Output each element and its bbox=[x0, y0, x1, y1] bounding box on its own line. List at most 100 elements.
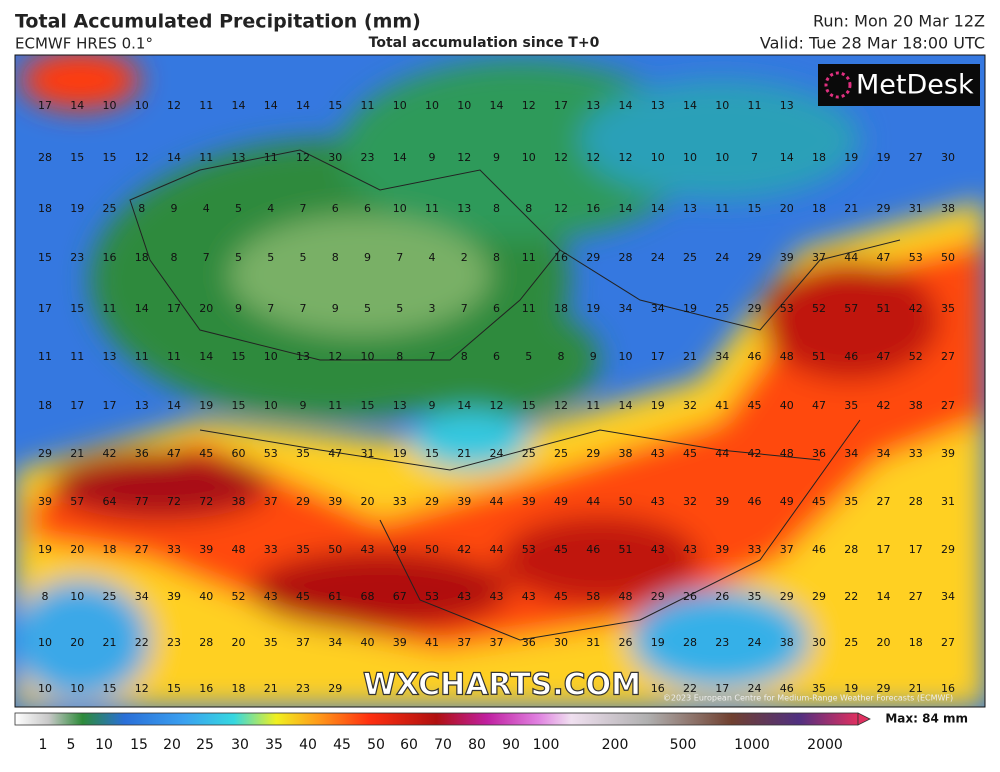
grid-value: 39 bbox=[328, 495, 342, 508]
grid-value: 45 bbox=[199, 447, 213, 460]
grid-value: 11 bbox=[425, 202, 439, 215]
grid-value: 49 bbox=[393, 543, 407, 556]
grid-value: 10 bbox=[393, 202, 407, 215]
grid-value: 45 bbox=[812, 495, 826, 508]
grid-value: 5 bbox=[235, 251, 242, 264]
grid-value: 15 bbox=[70, 151, 84, 164]
grid-value: 39 bbox=[715, 495, 729, 508]
grid-value: 30 bbox=[812, 636, 826, 649]
grid-value: 12 bbox=[167, 99, 181, 112]
grid-value: 19 bbox=[586, 302, 600, 315]
grid-value: 29 bbox=[38, 447, 52, 460]
grid-value: 29 bbox=[586, 447, 600, 460]
grid-value: 8 bbox=[493, 202, 500, 215]
grid-value: 6 bbox=[332, 202, 339, 215]
grid-value: 20 bbox=[199, 302, 213, 315]
grid-value: 46 bbox=[586, 543, 600, 556]
grid-value: 12 bbox=[457, 151, 471, 164]
grid-value: 19 bbox=[683, 302, 697, 315]
grid-value: 8 bbox=[461, 350, 468, 363]
grid-value: 15 bbox=[425, 447, 439, 460]
grid-value: 17 bbox=[877, 543, 891, 556]
grid-value: 10 bbox=[70, 682, 84, 695]
grid-value: 20 bbox=[70, 543, 84, 556]
grid-value: 23 bbox=[70, 251, 84, 264]
grid-value: 46 bbox=[748, 495, 762, 508]
grid-value: 14 bbox=[264, 99, 278, 112]
grid-value: 12 bbox=[619, 151, 633, 164]
grid-value: 13 bbox=[296, 350, 310, 363]
grid-value: 37 bbox=[264, 495, 278, 508]
grid-value: 14 bbox=[877, 590, 891, 603]
grid-value: 15 bbox=[232, 399, 246, 412]
grid-value: 17 bbox=[70, 399, 84, 412]
grid-value: 17 bbox=[715, 682, 729, 695]
grid-value: 41 bbox=[715, 399, 729, 412]
grid-value: 11 bbox=[586, 399, 600, 412]
valid: Valid: Tue 28 Mar 18:00 UTC bbox=[760, 34, 985, 53]
grid-value: 8 bbox=[332, 251, 339, 264]
grid-value: 11 bbox=[70, 350, 84, 363]
grid-value: 30 bbox=[554, 636, 568, 649]
colorbar-tick-label: 35 bbox=[265, 737, 283, 753]
grid-value: 16 bbox=[199, 682, 213, 695]
grid-value: 19 bbox=[393, 447, 407, 460]
grid-value: 7 bbox=[203, 251, 210, 264]
colorbar-tick-label: 500 bbox=[670, 737, 697, 753]
grid-value: 11 bbox=[328, 399, 342, 412]
grid-value: 29 bbox=[425, 495, 439, 508]
grid-value: 48 bbox=[232, 543, 246, 556]
grid-value: 10 bbox=[425, 99, 439, 112]
subtitle: Total accumulation since T+0 bbox=[369, 35, 600, 51]
grid-value: 27 bbox=[941, 399, 955, 412]
grid-value: 52 bbox=[909, 350, 923, 363]
colorbar-tick-label: 25 bbox=[196, 737, 214, 753]
grid-value: 45 bbox=[748, 399, 762, 412]
value-grid: 17 14 10 10 12 11 14 14 14 15 11 10 10 10 14 12 17 13 14 13… bbox=[38, 99, 955, 695]
grid-value: 21 bbox=[683, 350, 697, 363]
title: Total Accumulated Precipitation (mm) bbox=[15, 11, 421, 33]
grid-value: 11 bbox=[199, 99, 213, 112]
grid-value: 22 bbox=[683, 682, 697, 695]
grid-value: 38 bbox=[941, 202, 955, 215]
grid-value: 7 bbox=[300, 202, 307, 215]
grid-value: 34 bbox=[135, 590, 149, 603]
grid-value: 5 bbox=[235, 202, 242, 215]
grid-value: 6 bbox=[493, 302, 500, 315]
grid-value: 35 bbox=[844, 399, 858, 412]
grid-value: 24 bbox=[651, 251, 665, 264]
grid-value: 39 bbox=[522, 495, 536, 508]
grid-value: 35 bbox=[296, 543, 310, 556]
grid-value: 24 bbox=[748, 636, 762, 649]
grid-value: 47 bbox=[328, 447, 342, 460]
colorbar-arrow bbox=[857, 712, 871, 726]
grid-value: 11 bbox=[199, 151, 213, 164]
grid-value: 9 bbox=[493, 151, 500, 164]
grid-value: 14 bbox=[619, 399, 633, 412]
colorbar bbox=[14, 712, 859, 726]
grid-value: 12 bbox=[522, 99, 536, 112]
colorbar-tick-label: 20 bbox=[163, 737, 181, 753]
grid-value: 42 bbox=[748, 447, 762, 460]
grid-value: 10 bbox=[103, 99, 117, 112]
grid-value: 12 bbox=[135, 151, 149, 164]
grid-value: 43 bbox=[651, 495, 665, 508]
grid-value: 53 bbox=[264, 447, 278, 460]
grid-value: 33 bbox=[167, 543, 181, 556]
grid-value: 28 bbox=[619, 251, 633, 264]
grid-value: 10 bbox=[715, 99, 729, 112]
grid-value: 31 bbox=[909, 202, 923, 215]
grid-value: 27 bbox=[877, 495, 891, 508]
grid-value: 50 bbox=[328, 543, 342, 556]
grid-value: 13 bbox=[393, 399, 407, 412]
colorbar-tick-label: 50 bbox=[367, 737, 385, 753]
grid-value: 39 bbox=[941, 447, 955, 460]
grid-value: 39 bbox=[199, 543, 213, 556]
grid-value: 20 bbox=[232, 636, 246, 649]
grid-value: 8 bbox=[42, 590, 49, 603]
grid-value: 22 bbox=[135, 636, 149, 649]
grid-value: 17 bbox=[909, 543, 923, 556]
grid-value: 28 bbox=[199, 636, 213, 649]
grid-value: 43 bbox=[457, 590, 471, 603]
grid-value: 14 bbox=[619, 99, 633, 112]
